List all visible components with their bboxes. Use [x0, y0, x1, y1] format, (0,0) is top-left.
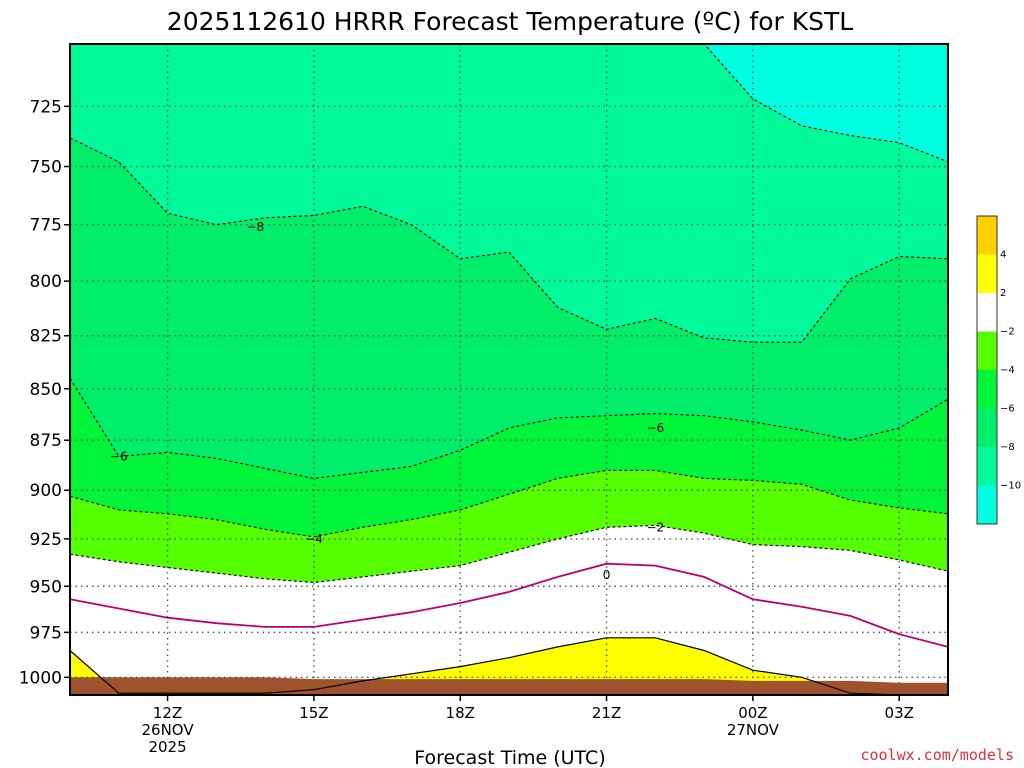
colorbar-tick-label: 4 [1000, 250, 1006, 261]
isotherm-p2 [69, 637, 948, 696]
x-tick-label: 12Z [153, 704, 182, 722]
x-tick-label: 26NOV [141, 721, 194, 739]
band-below-m10 [70, 44, 948, 162]
ground-fill [70, 677, 948, 695]
colorbar-segment [977, 370, 997, 409]
contour-label: −6 [110, 449, 128, 463]
colorbar-tick-label: 2 [1000, 288, 1006, 299]
contour-label: 0 [603, 568, 611, 582]
x-tick-label: 15Z [299, 704, 328, 722]
chart-title: 2025112610 HRRR Forecast Temperature (ºC… [167, 7, 853, 36]
contour-fills [70, 44, 948, 695]
colorbar-segment [977, 485, 997, 524]
isotherm-lines [69, 43, 949, 696]
colorbar: 4 2 −2 −4 −6 −8 −10 [976, 215, 1021, 525]
y-tick-label: 875 [30, 431, 62, 451]
colorbar-tick-label: −8 [1000, 442, 1015, 453]
y-tick-label: 925 [30, 530, 62, 550]
colorbar-segment [977, 447, 997, 486]
y-tick-label: 775 [30, 216, 62, 236]
y-tick-label: 825 [30, 327, 62, 347]
y-tick-label: 975 [30, 623, 62, 643]
x-tick-label: 00Z [738, 704, 767, 722]
band-m2-p2 [70, 525, 948, 695]
plot-frame [69, 43, 949, 696]
colorbar-segment [977, 293, 997, 332]
ground-layer [70, 677, 948, 695]
y-tick-label: 1000 [19, 668, 62, 688]
band-m4-m2 [70, 470, 948, 583]
x-tick-label: 27NOV [727, 721, 780, 739]
contour-label: −4 [305, 532, 323, 546]
x-tick-label: 21Z [592, 704, 621, 722]
isotherm-zero [69, 562, 949, 648]
band-m8-m6 [70, 137, 948, 479]
gridlines [70, 44, 948, 695]
x-tick-label: 18Z [446, 704, 475, 722]
x-tick-label: 03Z [885, 704, 914, 722]
colorbar-segment [977, 408, 997, 447]
colorbar-segment [977, 331, 997, 370]
y-tick-label: 850 [30, 380, 62, 400]
y-tick-label: 800 [30, 272, 62, 292]
colorbar-tick-label: −10 [1000, 481, 1021, 492]
band-m6-m4 [70, 378, 948, 537]
y-tick-label: 725 [30, 97, 62, 117]
colorbar-tick-label: −6 [1000, 404, 1015, 415]
contour-label: −6 [646, 421, 664, 435]
colorbar-segment [977, 254, 997, 293]
colorbar-tick-label: −2 [1000, 327, 1015, 338]
contour-label: −8 [247, 220, 265, 234]
isotherm-m6 [69, 378, 949, 479]
y-tick-label: 900 [30, 481, 62, 501]
contour-label: −2 [646, 520, 664, 534]
colorbar-tick-label: −4 [1000, 365, 1015, 376]
watermark-text: coolwx.com/models [860, 746, 1014, 764]
y-tick-label: 750 [30, 158, 62, 178]
y-tick-label: 950 [30, 577, 62, 597]
colorbar-frame [976, 215, 998, 525]
contour-labels: −8 −6 −6 −4 −2 0 [110, 220, 664, 582]
y-axis: 725 750 775 800 825 850 875 900 925 950 975 1000 [19, 97, 70, 688]
x-axis-label: Forecast Time (UTC) [414, 747, 605, 768]
isotherm-m4 [69, 469, 949, 538]
x-tick-label: 2025 [148, 738, 186, 756]
colorbar-segment [977, 216, 997, 255]
